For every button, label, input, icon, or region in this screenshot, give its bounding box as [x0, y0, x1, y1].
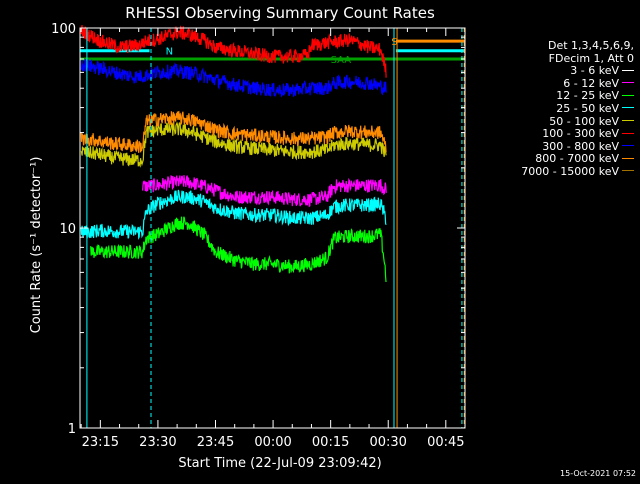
legend-swatch — [622, 107, 634, 109]
legend-entry: 800 - 7000 keV — [521, 153, 634, 166]
legend-swatch — [622, 132, 634, 134]
series-line-3 — [80, 189, 387, 240]
x-tick-label: 00:00 — [254, 435, 291, 450]
legend-label: 100 - 300 keV — [542, 127, 619, 141]
series-line-4 — [80, 121, 387, 168]
legend-entry: 7000 - 15000 keV — [521, 164, 634, 179]
legend-label: 25 - 50 keV — [556, 101, 619, 115]
legend-entry: 12 - 25 keV — [521, 90, 634, 103]
legend: Det 1,3,4,5,6,9, FDecim 1, Att 0 3 - 6 k… — [521, 39, 634, 179]
annotation-saa: SAA — [331, 55, 352, 66]
y-tick-label: 100 — [51, 22, 76, 37]
legend-header-line2: FDecim 1, Att 0 — [548, 51, 634, 65]
x-axis-label: Start Time (22-Jul-09 23:09:42) — [178, 456, 381, 471]
legend-swatch — [622, 94, 634, 96]
legend-entry: 300 - 800 keV — [521, 139, 634, 154]
y-tick-label: 10 — [59, 222, 76, 237]
x-tick-label: 00:15 — [312, 435, 349, 450]
legend-swatch — [622, 82, 634, 84]
series-line-6 — [80, 58, 387, 98]
x-tick-label: 00:30 — [369, 435, 406, 450]
legend-label: 12 - 25 keV — [556, 89, 619, 103]
legend-entry: 100 - 300 keV — [521, 127, 634, 141]
legend-swatch — [622, 145, 634, 147]
series-line-2 — [90, 216, 387, 283]
series-line-7 — [80, 110, 387, 153]
series-line-1 — [142, 174, 387, 208]
legend-header-line1: Det 1,3,4,5,6,9, — [547, 39, 634, 52]
legend-swatch — [622, 69, 634, 71]
legend-label: 800 - 7000 keV — [535, 152, 619, 166]
legend-entry: 3 - 6 keV — [521, 64, 634, 78]
chart-title: RHESSI Observing Summary Count Rates — [125, 4, 435, 22]
legend-label: 300 - 800 keV — [542, 139, 619, 153]
legend-label: 50 - 100 keV — [549, 114, 619, 128]
legend-entry: 25 - 50 keV — [521, 101, 634, 116]
x-tick-label: 23:30 — [139, 435, 176, 450]
y-tick-label: 1 — [68, 422, 76, 437]
x-tick-label: 23:15 — [82, 435, 119, 450]
series-line-5 — [80, 25, 387, 78]
legend-entry: 6 - 12 keV — [521, 76, 634, 91]
annotation-n: N — [166, 47, 173, 58]
timestamp: 15-Oct-2021 07:52 — [560, 469, 636, 478]
x-tick-label: 00:45 — [427, 435, 464, 450]
legend-label: 3 - 6 keV — [570, 64, 619, 78]
legend-swatch — [622, 157, 634, 159]
legend-label: 6 - 12 keV — [563, 76, 619, 90]
legend-label: 7000 - 15000 keV — [521, 164, 619, 178]
annotation-s: S — [391, 37, 397, 48]
legend-entry: 50 - 100 keV — [521, 114, 634, 129]
legend-swatch — [622, 170, 634, 172]
x-tick-label: 23:45 — [197, 435, 234, 450]
legend-swatch — [622, 120, 634, 122]
y-axis-label: Count Rate (s⁻¹ detector⁻¹) — [29, 157, 44, 334]
